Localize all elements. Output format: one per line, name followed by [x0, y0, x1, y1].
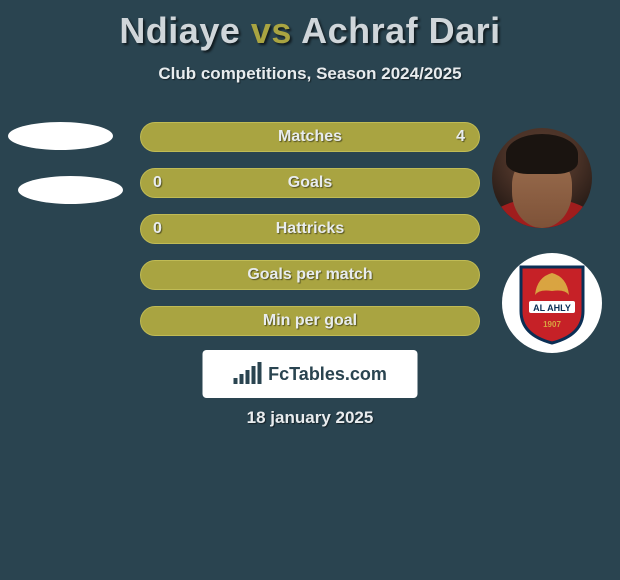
stat-row-min-per-goal: Min per goal: [140, 306, 480, 336]
stat-label: Matches: [278, 128, 342, 146]
stat-right-value: 4: [456, 128, 465, 146]
stat-label: Goals: [288, 174, 332, 192]
stat-label: Hattricks: [276, 220, 344, 238]
comparison-title: Ndiaye vs Achraf Dari: [0, 0, 620, 52]
player2-avatar: [492, 128, 592, 228]
al-ahly-badge-icon: AL AHLY 1907: [517, 261, 587, 345]
svg-text:1907: 1907: [543, 320, 561, 329]
branding-badge: FcTables.com: [203, 350, 418, 398]
infographic-root: Ndiaye vs Achraf Dari Club competitions,…: [0, 0, 620, 580]
vs-label: vs: [251, 10, 292, 51]
stat-row-goals-per-match: Goals per match: [140, 260, 480, 290]
stat-row-goals: 0 Goals: [140, 168, 480, 198]
player1-name: Ndiaye: [119, 10, 240, 51]
stat-row-hattricks: 0 Hattricks: [140, 214, 480, 244]
stat-label: Goals per match: [247, 266, 372, 284]
player1-club-badge: [18, 176, 123, 204]
stats-list: Matches 4 0 Goals 0 Hattricks Goals per …: [140, 122, 480, 352]
svg-text:AL AHLY: AL AHLY: [533, 303, 571, 313]
date-label: 18 january 2025: [0, 408, 620, 428]
stat-label: Min per goal: [263, 312, 357, 330]
player1-avatar: [8, 122, 113, 150]
stat-row-matches: Matches 4: [140, 122, 480, 152]
stat-left-value: 0: [153, 174, 162, 192]
subtitle: Club competitions, Season 2024/2025: [0, 64, 620, 84]
stat-left-value: 0: [153, 220, 162, 238]
player2-name: Achraf Dari: [301, 10, 501, 51]
player2-club-badge: AL AHLY 1907: [502, 253, 602, 353]
bar-chart-icon: [233, 364, 261, 384]
branding-text: FcTables.com: [268, 364, 387, 385]
